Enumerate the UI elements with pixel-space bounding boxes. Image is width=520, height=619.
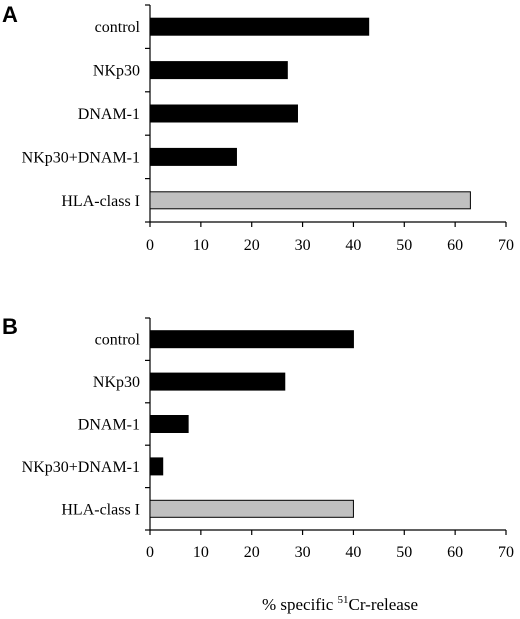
category-label: NKp30 [93, 63, 140, 80]
bar [149, 372, 286, 391]
bar [149, 147, 237, 166]
bar [149, 17, 370, 36]
panel-letter: B [2, 314, 18, 339]
category-label: NKp30+DNAM-1 [22, 149, 140, 166]
bar [149, 61, 288, 80]
panel-b: B 0 10 20 30 40 50 60 70 control NKp30 DNAM-1 NKp30+… [2, 314, 514, 561]
bar [149, 415, 189, 433]
category-label: NKp30+DNAM-1 [22, 459, 140, 476]
x-tick-label: 60 [447, 544, 463, 561]
bar [149, 104, 298, 123]
x-tick-label: 10 [193, 237, 209, 254]
x-tick-label: 0 [146, 237, 154, 254]
x-tick-label: 10 [193, 544, 209, 561]
x-axis-label-suffix: Cr-release [349, 595, 419, 614]
x-tick-label: 20 [244, 544, 260, 561]
x-axis-label-prefix: % specific [262, 595, 338, 614]
x-axis-label-superscript: 51 [338, 594, 349, 606]
bar [149, 330, 354, 349]
bar [149, 191, 471, 210]
x-tick-label: 60 [447, 237, 463, 254]
x-tick-label: 70 [498, 237, 514, 254]
category-label: HLA-class I [61, 193, 140, 210]
category-label: NKp30 [93, 374, 140, 391]
bar [149, 457, 164, 476]
x-tick-label: 20 [244, 237, 260, 254]
category-label: control [95, 332, 141, 349]
x-tick-label: 40 [345, 544, 361, 561]
x-tick-label: 30 [295, 544, 311, 561]
category-label: DNAM-1 [78, 106, 140, 123]
x-tick-label: 50 [396, 237, 412, 254]
x-tick-label: 0 [146, 544, 154, 561]
x-tick-label: 50 [396, 544, 412, 561]
panel-letter: A [2, 2, 18, 27]
panel-a: A 0 10 20 30 40 50 60 70 control NKp30 DNAM-1 NKp30+… [2, 2, 514, 254]
x-axis-label: % specific 51Cr-release [262, 594, 418, 614]
category-label: HLA-class I [61, 501, 140, 518]
bar [149, 499, 354, 518]
x-tick-label: 70 [498, 544, 514, 561]
category-label: DNAM-1 [78, 417, 140, 434]
x-tick-label: 30 [295, 237, 311, 254]
category-label: control [95, 19, 141, 36]
x-tick-label: 40 [345, 237, 361, 254]
